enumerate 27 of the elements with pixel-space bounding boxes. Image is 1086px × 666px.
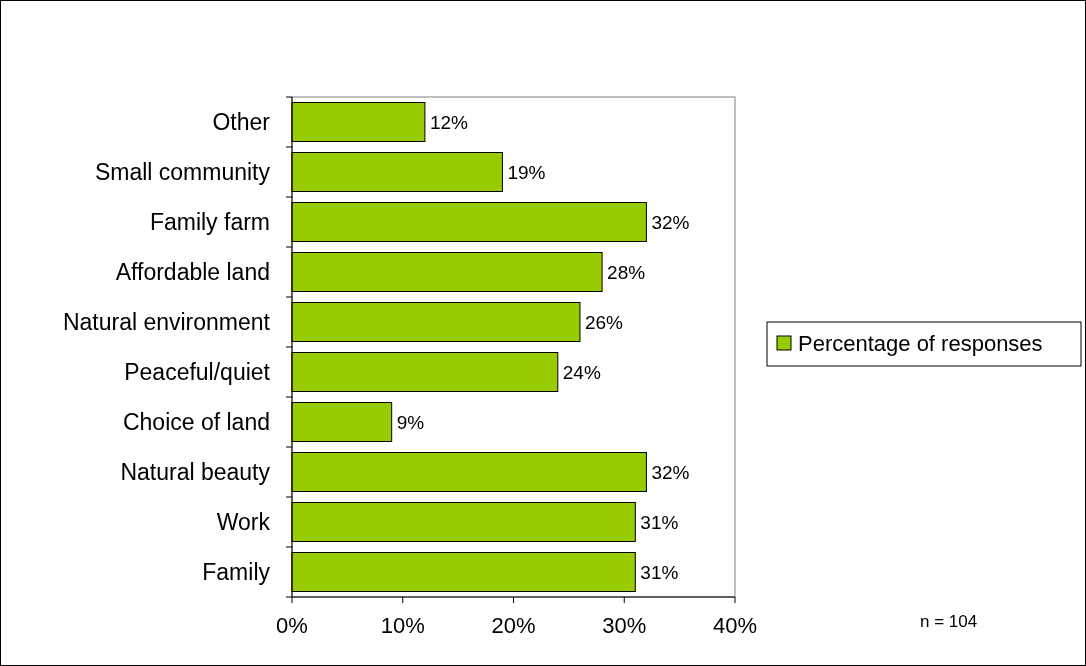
y-tick-label: Small community — [94, 159, 271, 186]
y-tick-label: Choice of land — [122, 409, 270, 436]
data-label: 26% — [584, 311, 624, 333]
data-label: 9% — [396, 411, 425, 433]
y-tick-label: Family — [202, 559, 271, 586]
x-tick-label: 30% — [602, 613, 647, 638]
y-tick-label: Natural environment — [62, 309, 271, 336]
text: n = 104 — [920, 612, 978, 631]
data-label: 32% — [651, 461, 690, 483]
legend-label: Percentage of responses — [798, 330, 1043, 356]
y-tick-label: Family farm — [149, 209, 270, 236]
data-label: 12% — [429, 111, 469, 133]
y-tick-label: Natural beauty — [120, 459, 271, 486]
data-label: 24% — [562, 361, 601, 383]
x-tick-label: 0% — [276, 613, 308, 638]
data-label: 19% — [507, 161, 546, 183]
y-tick-label: Work — [216, 509, 271, 536]
x-tick-label: 20% — [491, 613, 536, 638]
data-label: 28% — [607, 261, 646, 283]
data-label: 31% — [640, 511, 679, 533]
y-tick-label: Peaceful/quiet — [124, 359, 271, 386]
x-tick-label: 10% — [380, 613, 425, 638]
data-label: 31% — [640, 561, 679, 583]
y-tick-label: Other — [212, 109, 271, 136]
data-label: 32% — [651, 211, 690, 233]
x-tick-label: 40% — [712, 613, 758, 638]
y-tick-label: Affordable land — [115, 259, 270, 286]
